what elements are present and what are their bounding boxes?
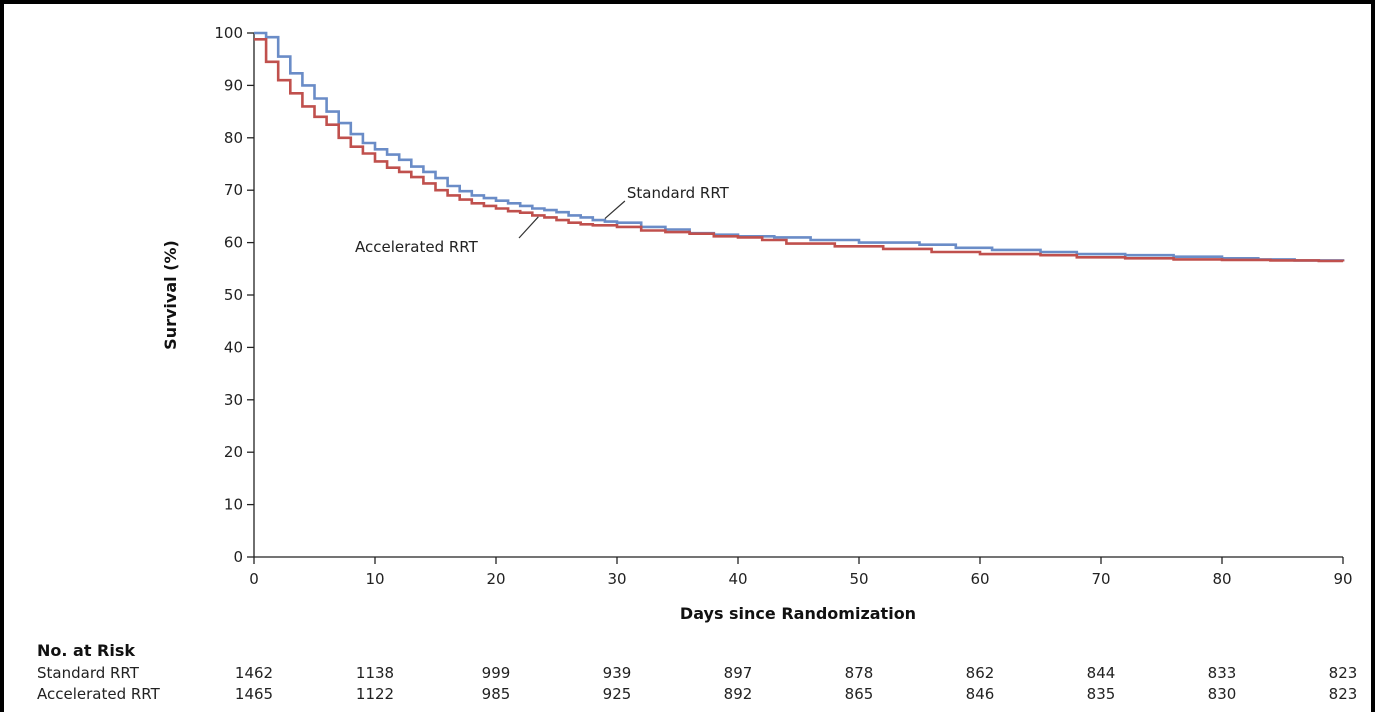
risk-cell: 985	[482, 685, 511, 703]
risk-cell: 823	[1329, 685, 1358, 703]
risk-cell: 925	[603, 685, 632, 703]
risk-cell: 892	[724, 685, 753, 703]
y-tick-label: 90	[224, 76, 243, 94]
x-tick-label: 50	[849, 570, 868, 588]
y-tick-label: 30	[224, 391, 243, 409]
risk-cell: 835	[1087, 685, 1116, 703]
y-tick-label: 40	[224, 338, 243, 356]
x-axis-title: Days since Randomization	[680, 604, 916, 623]
risk-cell: 897	[724, 664, 753, 682]
risk-cell: 862	[966, 664, 995, 682]
y-tick-label: 100	[214, 24, 243, 42]
risk-cell: 833	[1208, 664, 1237, 682]
risk-cell: 830	[1208, 685, 1237, 703]
y-tick-label: 60	[224, 234, 243, 252]
standard-rrt-leader	[604, 200, 626, 220]
x-tick-label: 70	[1091, 570, 1110, 588]
x-tick-label: 40	[728, 570, 747, 588]
risk-row-label: Standard RRT	[37, 664, 140, 682]
y-tick-label: 0	[233, 548, 243, 566]
x-tick-label: 20	[486, 570, 505, 588]
y-tick-label: 50	[224, 286, 243, 304]
x-tick-label: 30	[607, 570, 626, 588]
risk-table: Standard RRT 1462 1138 999 939 897 878 862 844 83…	[37, 664, 1357, 703]
standard-rrt-annotation: Standard RRT	[627, 184, 730, 202]
risk-row-label: Accelerated RRT	[37, 685, 161, 703]
y-tick-label: 80	[224, 129, 243, 147]
series-layer	[254, 31, 1345, 263]
annotation-layer: Standard RRT Accelerated RRT	[355, 184, 730, 256]
risk-cell: 1465	[235, 685, 273, 703]
axis-ticks: 0 10 20 30 40 50 60 70 80 90 100 0 10 20 30 40 50 60 70 80 9…	[214, 24, 1352, 588]
y-tick-label: 70	[224, 181, 243, 199]
risk-cell: 844	[1087, 664, 1116, 682]
risk-cell: 939	[603, 664, 632, 682]
risk-cell: 999	[482, 664, 511, 682]
risk-cell: 823	[1329, 664, 1358, 682]
accelerated-rrt-leader	[518, 216, 539, 239]
risk-table-title: No. at Risk	[37, 641, 135, 660]
y-tick-label: 20	[224, 443, 243, 461]
risk-cell: 878	[845, 664, 874, 682]
accelerated-rrt-curve	[254, 38, 1345, 263]
risk-cell: 846	[966, 685, 995, 703]
risk-cell: 1138	[356, 664, 394, 682]
risk-cell: 1122	[356, 685, 394, 703]
standard-rrt-curve	[254, 31, 1345, 262]
x-tick-label: 90	[1333, 570, 1352, 588]
x-tick-label: 60	[970, 570, 989, 588]
accelerated-rrt-annotation: Accelerated RRT	[355, 238, 479, 256]
x-tick-label: 0	[249, 570, 259, 588]
y-tick-label: 10	[224, 496, 243, 514]
x-tick-label: 80	[1212, 570, 1231, 588]
x-tick-label: 10	[365, 570, 384, 588]
y-axis-title: Survival (%)	[161, 240, 180, 350]
risk-cell: 865	[845, 685, 874, 703]
axes	[253, 33, 1343, 558]
risk-cell: 1462	[235, 664, 273, 682]
